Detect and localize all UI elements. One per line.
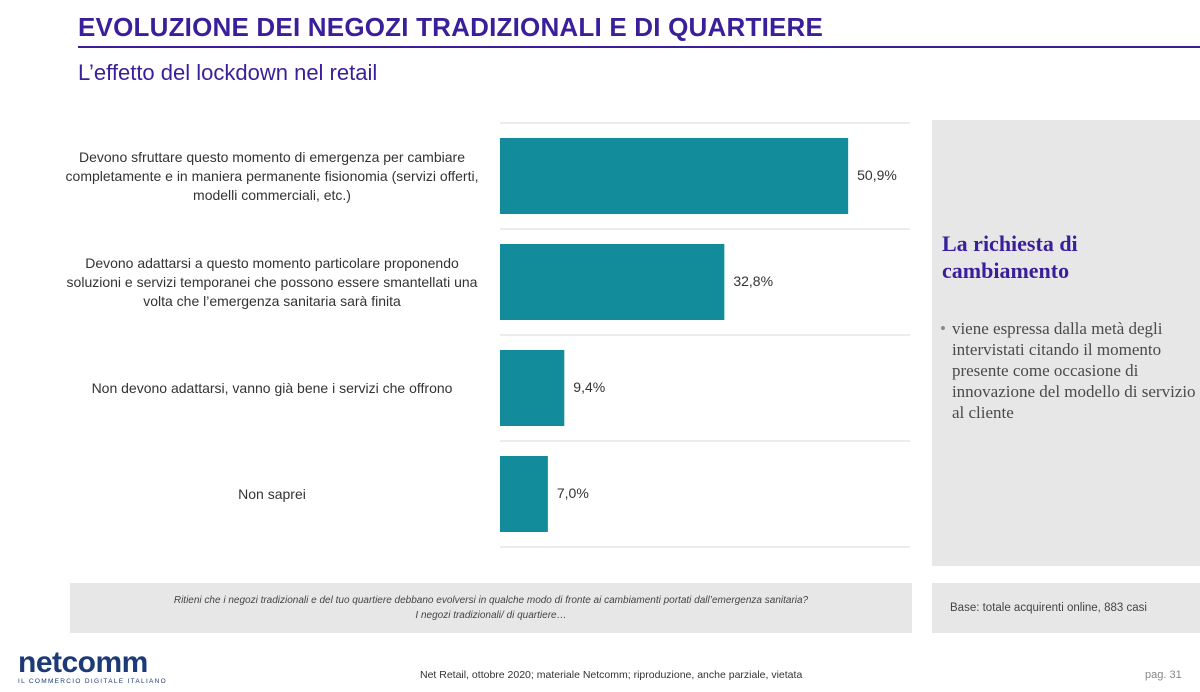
survey-question-line2: I negozi tradizionali/ di quartiere…: [415, 610, 567, 621]
bar-3: [500, 350, 565, 426]
bar-chart-svg: [500, 122, 910, 548]
side-panel: La richiesta di cambiamento • viene espr…: [932, 120, 1200, 566]
page-number: pag. 31: [1145, 669, 1182, 681]
page-subtitle: L’effetto del lockdown nel retail: [78, 60, 378, 85]
title-underline: [78, 46, 1200, 48]
netcomm-logo: netcomm IL COMMERCIO DIGITALE ITALIANO: [18, 646, 168, 688]
value-label-1: 50,9%: [857, 167, 897, 183]
logo-wordmark: netcomm: [18, 646, 148, 679]
value-label-4: 7,0%: [556, 485, 589, 501]
page-title: EVOLUZIONE DEI NEGOZI TRADIZIONALI E DI …: [78, 12, 824, 42]
bar-2: [500, 244, 725, 320]
logo-tagline: IL COMMERCIO DIGITALE ITALIANO: [18, 678, 168, 685]
bar-4: [500, 456, 548, 532]
category-label-3: Non devono adattarsi, vanno già bene i s…: [91, 379, 453, 396]
footer-source: Net Retail, ottobre 2020; materiale Netc…: [420, 669, 803, 681]
value-label-2: 32,8%: [733, 273, 774, 289]
side-panel-title: La richiesta di cambiamento: [942, 231, 1078, 283]
category-label-2: Devono adattarsi a questo momento partic…: [66, 254, 478, 309]
side-panel-bullet: • viene espressa dalla metà degli interv…: [940, 318, 1196, 423]
base-note: Base: totale acquirenti online, 883 casi: [932, 583, 1200, 633]
bar-chart: 50,9% Devono sfruttare questo momento di …: [60, 120, 920, 560]
bar-1: [500, 138, 849, 214]
value-label-3: 9,4%: [573, 379, 606, 395]
side-panel-bullet-text: viene espressa dalla metà degli intervis…: [951, 319, 1196, 422]
category-label-4: Non saprei: [238, 485, 306, 502]
survey-question-line1: Ritieni che i negozi tradizionali e del …: [173, 595, 809, 606]
category-label-1: Devono sfruttare questo momento di emerg…: [65, 148, 479, 203]
bullet-dot-icon: •: [940, 319, 946, 338]
survey-question: Ritieni che i negozi tradizionali e del …: [70, 583, 912, 633]
